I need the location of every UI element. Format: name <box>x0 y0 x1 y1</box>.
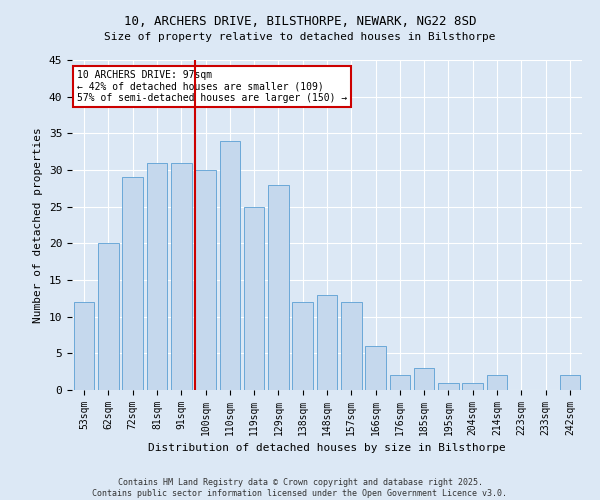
Text: Contains HM Land Registry data © Crown copyright and database right 2025.
Contai: Contains HM Land Registry data © Crown c… <box>92 478 508 498</box>
Bar <box>195 170 216 390</box>
Bar <box>341 302 362 390</box>
Bar <box>292 302 313 390</box>
Bar <box>389 376 410 390</box>
Bar <box>487 376 508 390</box>
Bar <box>122 178 143 390</box>
Bar <box>414 368 434 390</box>
Bar <box>244 206 265 390</box>
X-axis label: Distribution of detached houses by size in Bilsthorpe: Distribution of detached houses by size … <box>148 444 506 454</box>
Bar <box>220 140 240 390</box>
Text: Size of property relative to detached houses in Bilsthorpe: Size of property relative to detached ho… <box>104 32 496 42</box>
Bar <box>463 382 483 390</box>
Y-axis label: Number of detached properties: Number of detached properties <box>33 127 43 323</box>
Bar <box>438 382 459 390</box>
Bar <box>268 184 289 390</box>
Bar <box>171 162 191 390</box>
Bar <box>560 376 580 390</box>
Bar <box>365 346 386 390</box>
Bar <box>317 294 337 390</box>
Bar <box>74 302 94 390</box>
Bar <box>98 244 119 390</box>
Text: 10 ARCHERS DRIVE: 97sqm
← 42% of detached houses are smaller (109)
57% of semi-d: 10 ARCHERS DRIVE: 97sqm ← 42% of detache… <box>77 70 347 103</box>
Bar <box>146 162 167 390</box>
Text: 10, ARCHERS DRIVE, BILSTHORPE, NEWARK, NG22 8SD: 10, ARCHERS DRIVE, BILSTHORPE, NEWARK, N… <box>124 15 476 28</box>
